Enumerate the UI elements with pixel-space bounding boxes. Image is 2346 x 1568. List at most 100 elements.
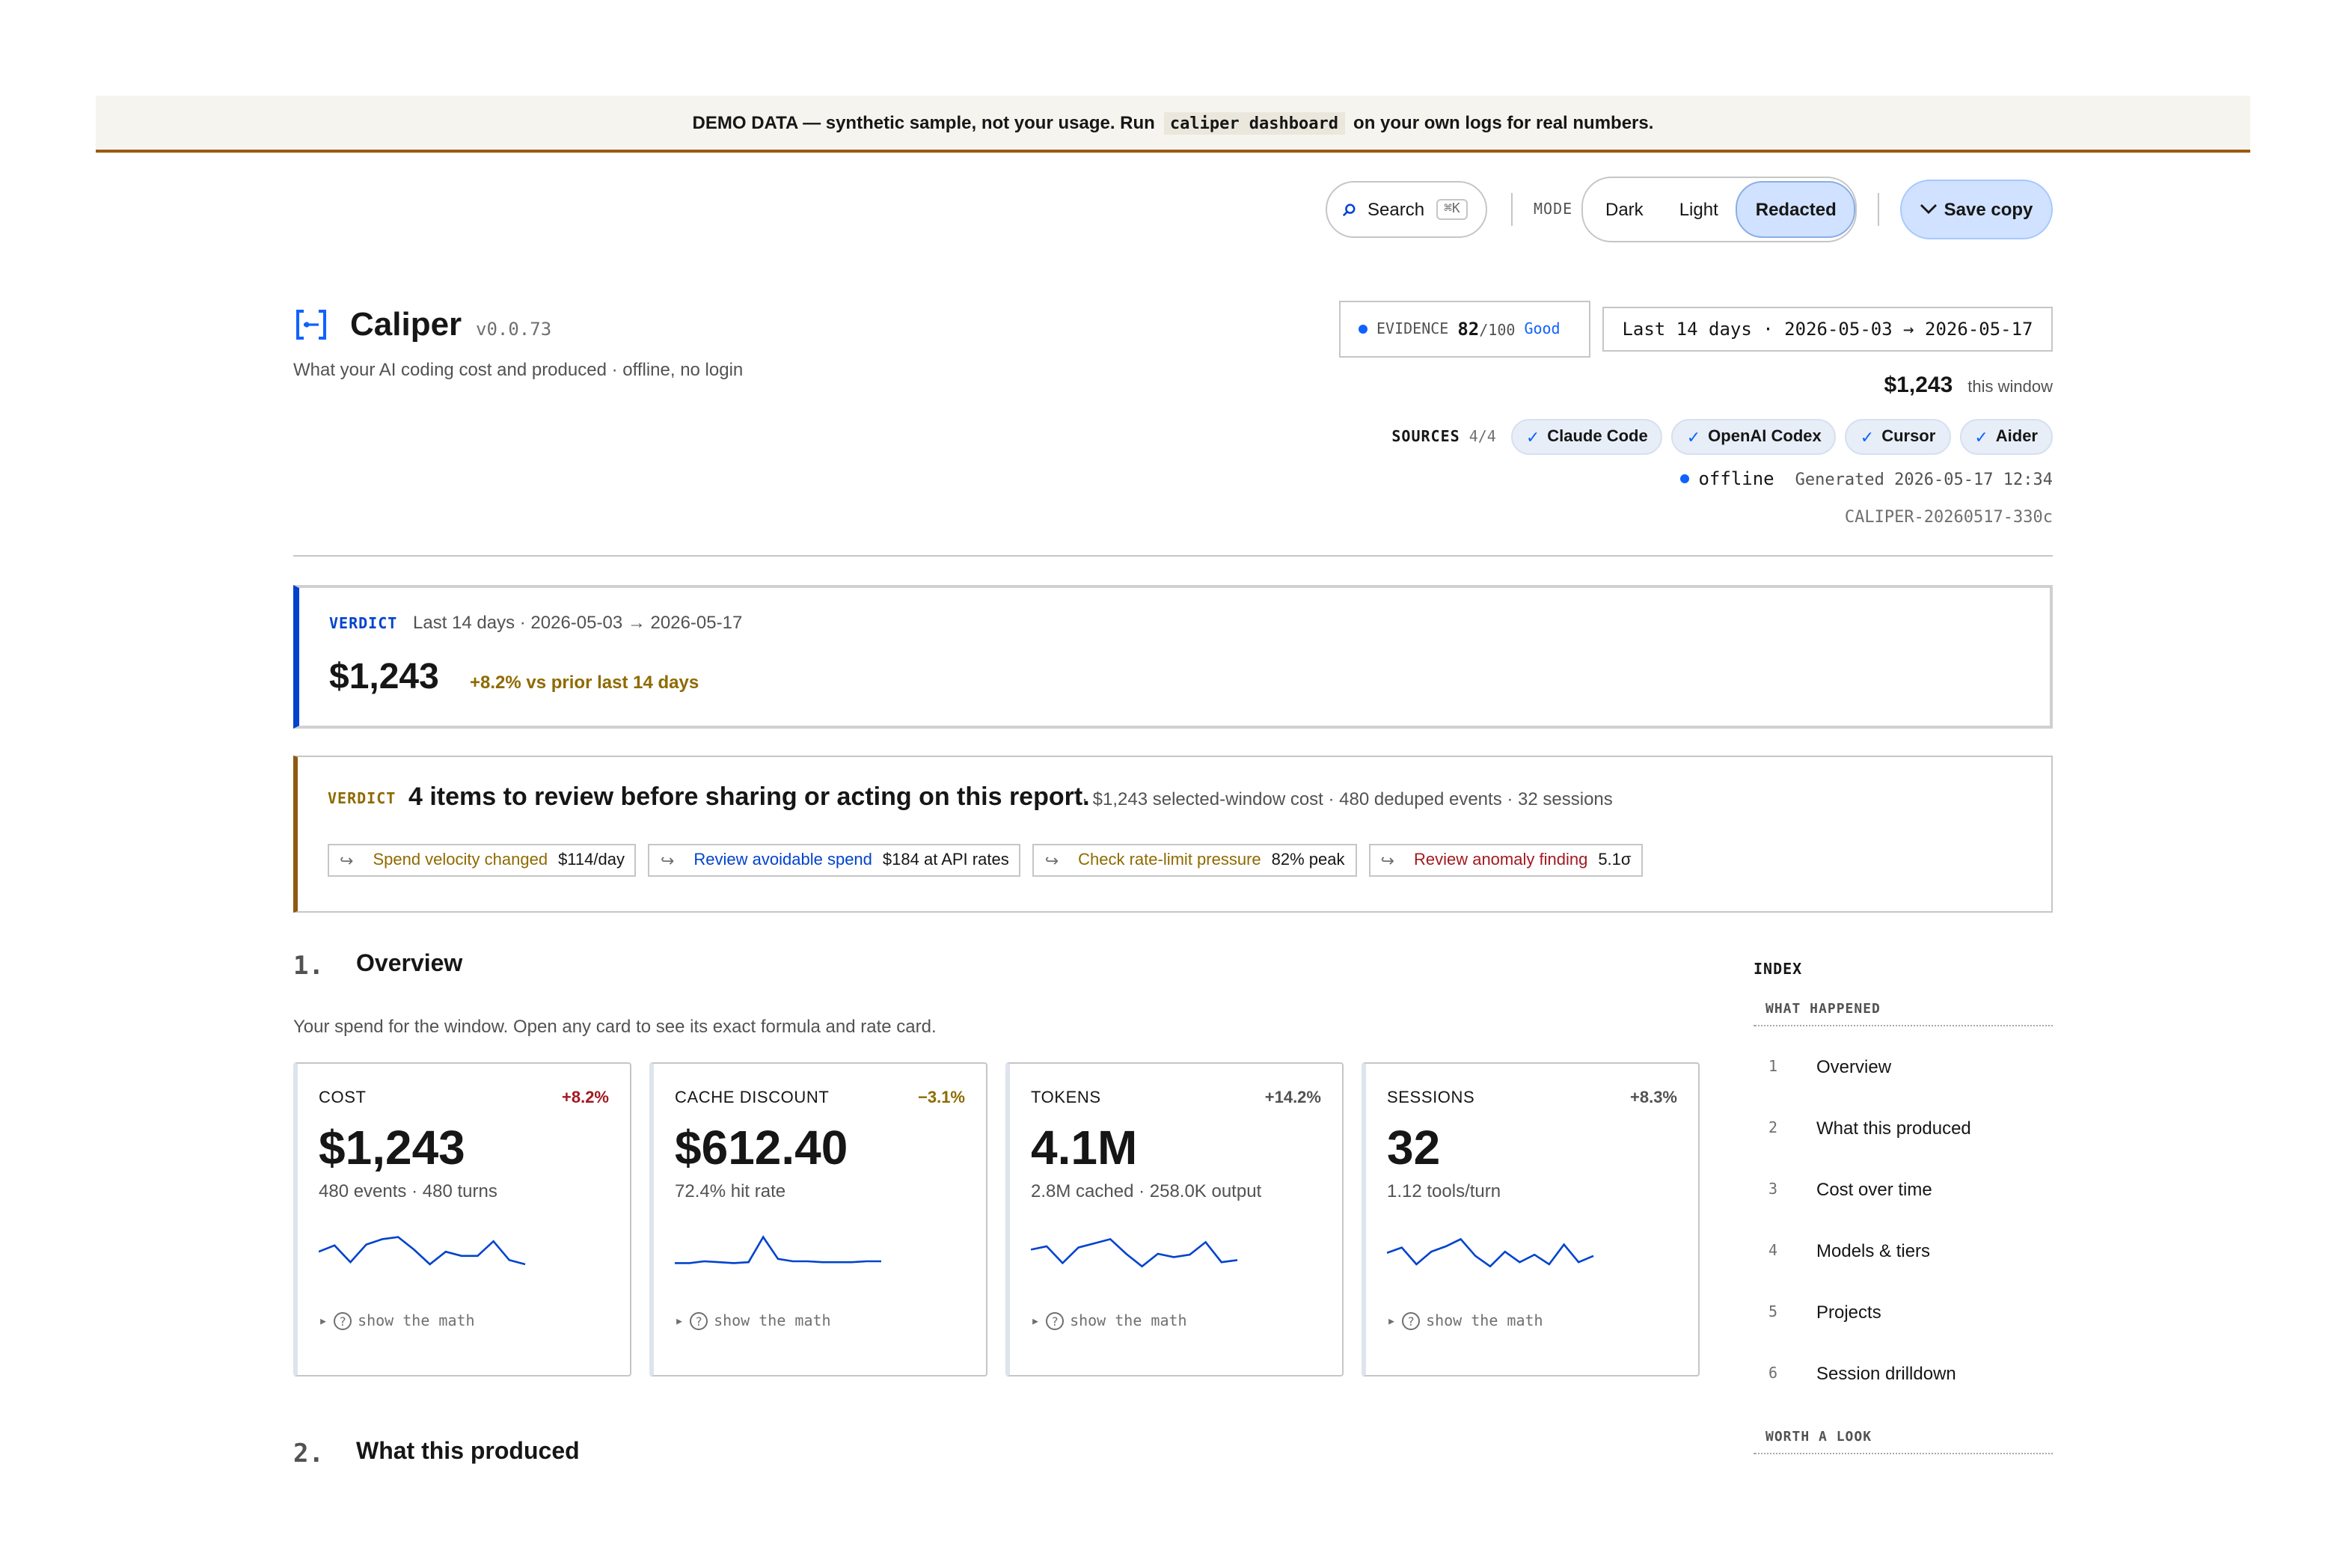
- show-math-toggle[interactable]: ▸ ? show the math: [1387, 1312, 1543, 1330]
- index-item-label: Models & tiers: [1816, 1240, 1931, 1261]
- review-items: ↪ Spend velocity changed $114/day ↪ Revi…: [328, 844, 1644, 877]
- verdict-range: Last 14 days · 2026-05-03 → 2026-05-17: [413, 612, 743, 633]
- header-divider: [293, 555, 2053, 557]
- card-subtitle: 480 events · 480 turns: [319, 1180, 497, 1201]
- banner-prefix: DEMO DATA — synthetic sample, not your u…: [692, 112, 1155, 133]
- source-label: Aider: [1995, 428, 2038, 446]
- index-item-number: 4: [1768, 1243, 1778, 1259]
- index-item-models-tiers[interactable]: 4 Models & tiers: [1768, 1240, 1930, 1261]
- verdict-meta: · $1,243 selected-window cost · 480 dedu…: [1082, 788, 1613, 809]
- review-item-value: $184 at API rates: [882, 851, 1009, 869]
- index-item-label: Cost over time: [1816, 1179, 1932, 1200]
- date-range-selector[interactable]: Last 14 days · 2026-05-03 → 2026-05-17: [1602, 307, 2053, 352]
- search-label: Search: [1368, 199, 1425, 220]
- sparkline-chart: [319, 1236, 526, 1266]
- toolbar-divider: [1511, 193, 1513, 226]
- metric-card-cost[interactable]: COST +8.2% $1,243 480 events · 480 turns…: [293, 1062, 631, 1376]
- window-cost: $1,243 this window: [1884, 373, 2053, 398]
- index-item-label: Projects: [1816, 1302, 1881, 1323]
- app-version: v0.0.73: [476, 319, 552, 340]
- source-chip-aider[interactable]: ✓ Aider: [1959, 419, 2053, 455]
- verdict-cost: $1,243: [329, 657, 439, 697]
- evidence-score-badge[interactable]: EVIDENCE 82/100 Good: [1339, 301, 1590, 358]
- sparkline-chart: [1387, 1237, 1594, 1268]
- section-title-overview: Overview: [356, 952, 463, 977]
- check-icon: ✓: [1860, 429, 1875, 447]
- index-item-session-drilldown[interactable]: 6 Session drilldown: [1768, 1363, 1956, 1384]
- index-group-worth-a-look: WORTH A LOOK: [1754, 1430, 2053, 1454]
- card-subtitle: 72.4% hit rate: [675, 1180, 786, 1201]
- review-item-value: $114/day: [558, 851, 625, 869]
- show-math-label: show the math: [1426, 1313, 1543, 1329]
- index-item-what-produced[interactable]: 2 What this produced: [1768, 1118, 1971, 1139]
- index-item-label: What this produced: [1816, 1118, 1971, 1139]
- index-item-overview[interactable]: 1 Overview: [1768, 1056, 1891, 1077]
- sparkline-line: [675, 1235, 881, 1264]
- source-chip-cursor[interactable]: ✓ Cursor: [1845, 419, 1951, 455]
- window-cost-label: this window: [1967, 379, 2053, 396]
- help-icon: ?: [334, 1312, 352, 1330]
- show-math-toggle[interactable]: ▸ ? show the math: [1031, 1312, 1187, 1330]
- status-dot-icon: [1680, 474, 1690, 483]
- mode-redacted-button[interactable]: Redacted: [1736, 181, 1856, 238]
- index-item-number: 3: [1768, 1181, 1778, 1198]
- review-item-rate-limit[interactable]: ↪ Check rate-limit pressure 82% peak: [1032, 844, 1357, 877]
- app-name: Caliper: [350, 305, 462, 343]
- mode-label: MODE: [1534, 202, 1573, 218]
- index-item-projects[interactable]: 5 Projects: [1768, 1302, 1881, 1323]
- source-label: OpenAI Codex: [1708, 428, 1822, 446]
- evidence-score: 82: [1457, 319, 1480, 340]
- demo-banner: DEMO DATA — synthetic sample, not your u…: [96, 96, 2250, 153]
- caliper-logo-icon: [296, 310, 326, 340]
- section-title-what-produced: What this produced: [356, 1439, 580, 1465]
- source-chip-openai-codex[interactable]: ✓ OpenAI Codex: [1671, 419, 1837, 455]
- review-item-spend-velocity[interactable]: ↪ Spend velocity changed $114/day: [328, 844, 637, 877]
- search-button[interactable]: Search ⌘K: [1326, 181, 1487, 238]
- mode-light-button[interactable]: Light: [1679, 199, 1718, 220]
- verdict-delta: +8.2% vs prior last 14 days: [470, 672, 699, 693]
- evidence-label: EVIDENCE: [1376, 321, 1449, 337]
- card-label: CACHE DISCOUNT: [675, 1089, 830, 1107]
- source-label: Claude Code: [1547, 428, 1648, 446]
- card-value: 4.1M: [1031, 1121, 1138, 1175]
- sparkline-chart: [1031, 1237, 1238, 1268]
- search-shortcut: ⌘K: [1436, 199, 1468, 220]
- card-subtitle: 2.8M cached · 258.0K output: [1031, 1180, 1262, 1201]
- banner-command: caliper dashboard: [1163, 111, 1345, 134]
- show-math-label: show the math: [1070, 1313, 1187, 1329]
- metric-card-sessions[interactable]: SESSIONS +8.3% 32 1.12 tools/turn ▸ ? sho…: [1362, 1062, 1700, 1376]
- card-value: $612.40: [675, 1121, 848, 1175]
- metric-card-cache-discount[interactable]: CACHE DISCOUNT −3.1% $612.40 72.4% hit r…: [649, 1062, 987, 1376]
- review-item-anomaly[interactable]: ↪ Review anomaly finding 5.1σ: [1368, 844, 1644, 877]
- window-cost-value: $1,243: [1884, 373, 1953, 398]
- index-item-label: Overview: [1816, 1056, 1892, 1077]
- review-item-avoidable-spend[interactable]: ↪ Review avoidable spend $184 at API rat…: [648, 844, 1021, 877]
- save-copy-label: Save copy: [1944, 199, 2033, 220]
- help-icon: ?: [1402, 1312, 1421, 1330]
- section-number: 1.: [293, 952, 324, 981]
- banner-suffix: on your own logs for real numbers.: [1353, 112, 1654, 133]
- sparkline-line: [1031, 1237, 1238, 1268]
- index-title: INDEX: [1754, 962, 1803, 979]
- search-icon: [1342, 203, 1356, 216]
- mode-dark-button[interactable]: Dark: [1605, 199, 1644, 220]
- source-chip-claude-code[interactable]: ✓ Claude Code: [1510, 419, 1663, 455]
- return-arrow-icon: ↪: [1044, 852, 1059, 870]
- sparkline-chart: [675, 1235, 881, 1264]
- show-math-toggle[interactable]: ▸ ? show the math: [319, 1312, 475, 1330]
- review-item-value: 5.1σ: [1598, 851, 1632, 869]
- index-item-cost-over-time[interactable]: 3 Cost over time: [1768, 1179, 1932, 1200]
- card-delta: +14.2%: [1264, 1089, 1321, 1107]
- metric-card-tokens[interactable]: TOKENS +14.2% 4.1M 2.8M cached · 258.0K …: [1005, 1062, 1344, 1376]
- show-math-toggle[interactable]: ▸ ? show the math: [675, 1312, 831, 1330]
- source-label: Cursor: [1881, 428, 1936, 446]
- return-arrow-icon: ↪: [1380, 852, 1394, 870]
- report-id: CALIPER-20260517-330c: [1844, 507, 2053, 527]
- section-description: Your spend for the window. Open any card…: [293, 1016, 937, 1037]
- sparkline-line: [319, 1236, 526, 1266]
- review-item-label: Check rate-limit pressure: [1078, 851, 1261, 869]
- save-copy-button[interactable]: Save copy: [1900, 180, 2053, 239]
- status-row: offline Generated 2026-05-17 12:34: [1680, 468, 2053, 489]
- generated-timestamp: Generated 2026-05-17 12:34: [1795, 469, 2053, 489]
- evidence-grade: Good: [1524, 321, 1561, 337]
